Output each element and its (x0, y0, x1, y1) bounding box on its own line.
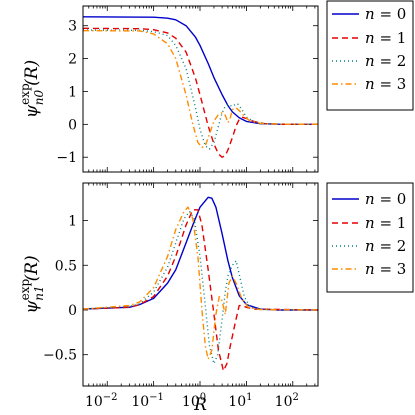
series-line-n1 (83, 209, 318, 372)
plot-frame (82, 182, 319, 387)
legend-label: n = 3 (365, 75, 406, 93)
series-group-1 (83, 196, 318, 372)
legend-0: n = 0 n = 1 n = 2 n = 3 (326, 0, 414, 111)
x-tick-label: 102 (275, 392, 299, 410)
legend-1: n = 0 n = 1 n = 2 n = 3 (326, 182, 414, 293)
y-axis-label: ψexpn0(R) (18, 60, 46, 118)
y-tick-label: 0 (68, 303, 77, 319)
chart-panel-0: −1 0 1 2 3 ψexpn0(R) n = 0 n = 1 n = 2 n = 3 (18, 0, 414, 173)
x-tick-label: 100 (182, 392, 206, 410)
legend-label: n = 3 (365, 260, 406, 278)
y-tick-label: 0.5 (55, 258, 77, 274)
x-ticks-1 (82, 183, 316, 386)
plot-frame (82, 5, 319, 173)
series-line-n3 (83, 29, 318, 149)
legend-label: n = 2 (365, 237, 406, 255)
series-line-n1 (83, 27, 318, 158)
y-tick-label: 1 (68, 84, 77, 100)
y-tick-label: 2 (68, 52, 77, 68)
y-tick-label: 1 (68, 214, 77, 230)
legend-label: n = 2 (365, 52, 406, 70)
legend-box (326, 182, 414, 293)
x-axis-label: R (193, 395, 207, 415)
series-line-n0 (83, 196, 318, 311)
y-tick-label: 3 (68, 19, 77, 35)
y-tick-label: 0 (68, 117, 77, 133)
legend-label: n = 0 (365, 5, 406, 23)
y-axis-label: ψexpn1(R) (18, 255, 46, 313)
series-line-n3 (83, 206, 318, 360)
x-tick-label: 10−1 (131, 392, 164, 410)
legend-label: n = 1 (365, 214, 406, 232)
series-line-n2 (83, 29, 318, 150)
y-tick-label: −1 (56, 150, 77, 166)
legend-label: n = 0 (365, 190, 406, 208)
x-tick-label: 101 (228, 392, 252, 410)
x-tick-label: 10−2 (85, 392, 118, 410)
series-line-n0 (83, 16, 318, 126)
legend-box (326, 0, 414, 111)
series-group-0 (83, 16, 318, 158)
y-tick-label: −0.5 (43, 348, 77, 364)
legend-label: n = 1 (365, 29, 406, 47)
chart-panel-1: 10−2 10−1 100 101 102 −0.5 0 0.5 1 ψexpn1(R) Rn = … (18, 182, 414, 415)
